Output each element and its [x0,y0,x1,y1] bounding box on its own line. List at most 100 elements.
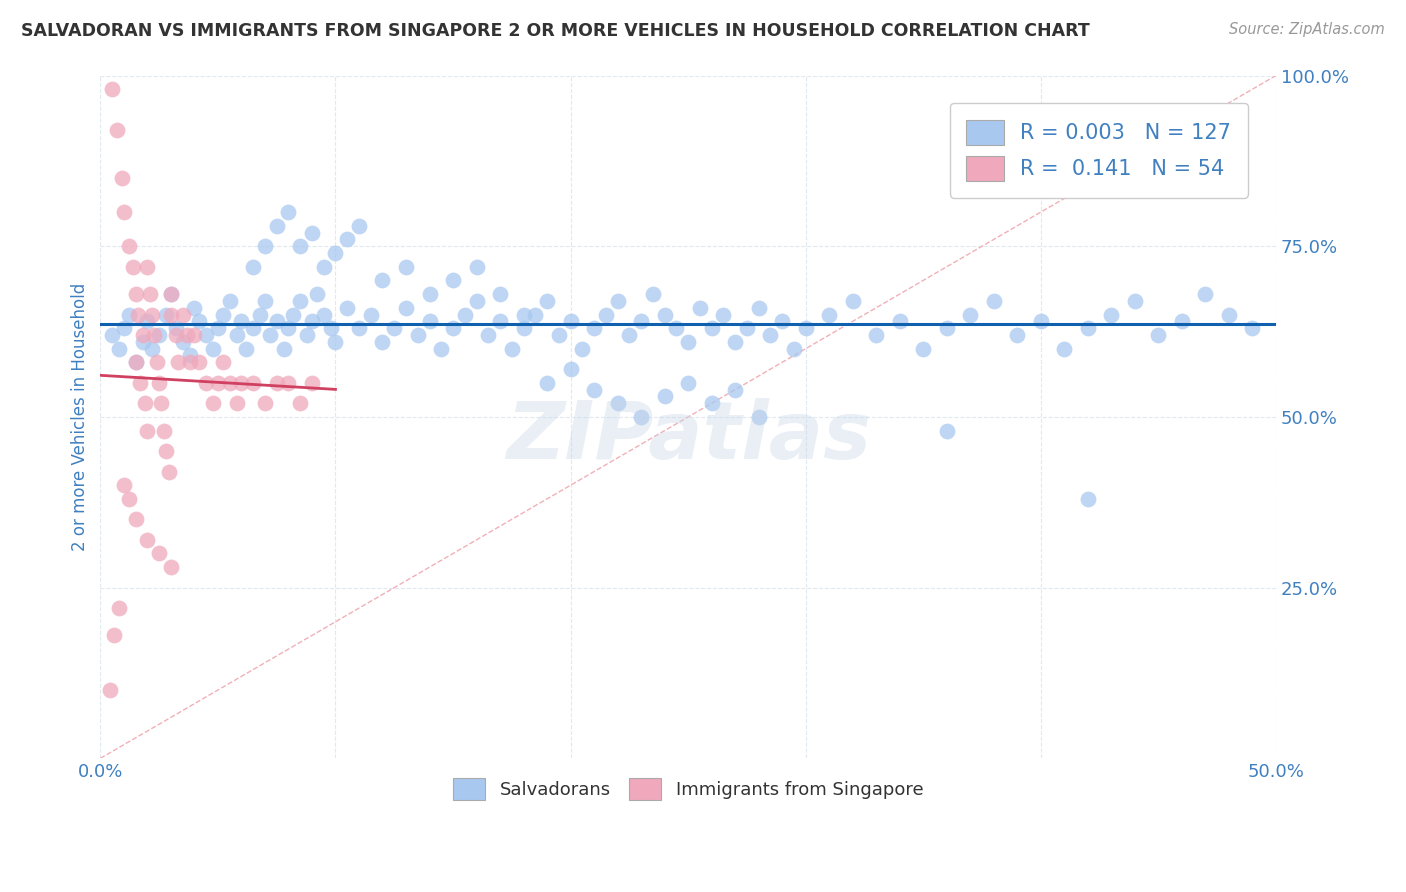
Point [141,308,163,322]
Point [148,328,170,343]
Point [259,328,281,343]
Point [536,376,558,390]
Point [630,409,652,424]
Point [131,334,153,349]
Point [297,328,319,343]
Point [959,308,981,322]
Point [301,376,323,390]
Point [1123,293,1146,308]
Point [179,355,201,369]
Point [312,308,335,322]
Point [253,293,276,308]
Point [218,293,240,308]
Point [143,328,166,343]
Point [153,424,176,438]
Point [735,321,758,335]
Point [165,328,187,343]
Text: Source: ZipAtlas.com: Source: ZipAtlas.com [1229,22,1385,37]
Point [266,376,288,390]
Point [512,308,534,322]
Point [454,308,477,322]
Point [129,376,152,390]
Point [371,334,394,349]
Y-axis label: 2 or more Vehicles in Household: 2 or more Vehicles in Household [72,283,89,551]
Point [319,321,342,335]
Point [211,308,233,322]
Point [1053,342,1076,356]
Point [138,287,160,301]
Point [202,396,225,410]
Point [336,301,359,315]
Point [101,328,124,343]
Point [195,376,218,390]
Point [794,321,817,335]
Point [188,355,211,369]
Point [183,328,205,343]
Point [347,321,370,335]
Point [395,301,418,315]
Point [1077,491,1099,506]
Point [305,287,328,301]
Point [477,328,499,343]
Point [371,273,394,287]
Point [160,308,183,322]
Text: SALVADORAN VS IMMIGRANTS FROM SINGAPORE 2 OR MORE VEHICLES IN HOUSEHOLD CORRELAT: SALVADORAN VS IMMIGRANTS FROM SINGAPORE … [21,22,1090,40]
Point [842,293,865,308]
Point [583,383,606,397]
Point [273,342,295,356]
Point [1007,328,1029,343]
Point [242,376,264,390]
Point [818,308,841,322]
Point [117,308,139,322]
Point [571,342,593,356]
Point [783,342,806,356]
Point [211,355,233,369]
Point [242,321,264,335]
Point [160,287,183,301]
Point [176,328,198,343]
Point [195,328,218,343]
Point [242,260,264,274]
Point [465,293,488,308]
Point [748,301,770,315]
Point [418,287,440,301]
Point [465,260,488,274]
Point [406,328,429,343]
Point [290,396,312,410]
Point [136,314,159,328]
Point [512,321,534,335]
Point [249,308,271,322]
Point [382,321,405,335]
Point [770,314,793,328]
Point [112,321,135,335]
Point [108,342,131,356]
Point [1194,287,1216,301]
Point [218,376,240,390]
Point [277,321,299,335]
Point [524,308,547,322]
Point [700,321,723,335]
Point [117,491,139,506]
Legend: Salvadorans, Immigrants from Singapore: Salvadorans, Immigrants from Singapore [439,764,938,814]
Point [231,376,253,390]
Point [935,424,957,438]
Point [225,396,247,410]
Point [108,601,131,615]
Point [207,376,229,390]
Point [347,219,370,233]
Point [489,287,512,301]
Point [160,560,183,574]
Text: ZIPatlas: ZIPatlas [506,399,870,476]
Point [277,205,299,219]
Point [266,219,288,233]
Point [595,308,617,322]
Point [547,328,569,343]
Point [441,321,464,335]
Point [676,376,699,390]
Point [231,314,253,328]
Point [124,512,146,526]
Point [560,362,582,376]
Point [124,355,146,369]
Point [172,308,194,322]
Point [98,683,121,698]
